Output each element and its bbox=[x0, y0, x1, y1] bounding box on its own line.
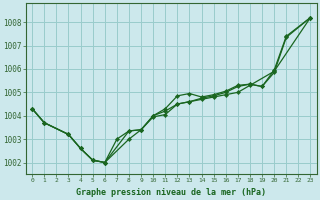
X-axis label: Graphe pression niveau de la mer (hPa): Graphe pression niveau de la mer (hPa) bbox=[76, 188, 266, 197]
